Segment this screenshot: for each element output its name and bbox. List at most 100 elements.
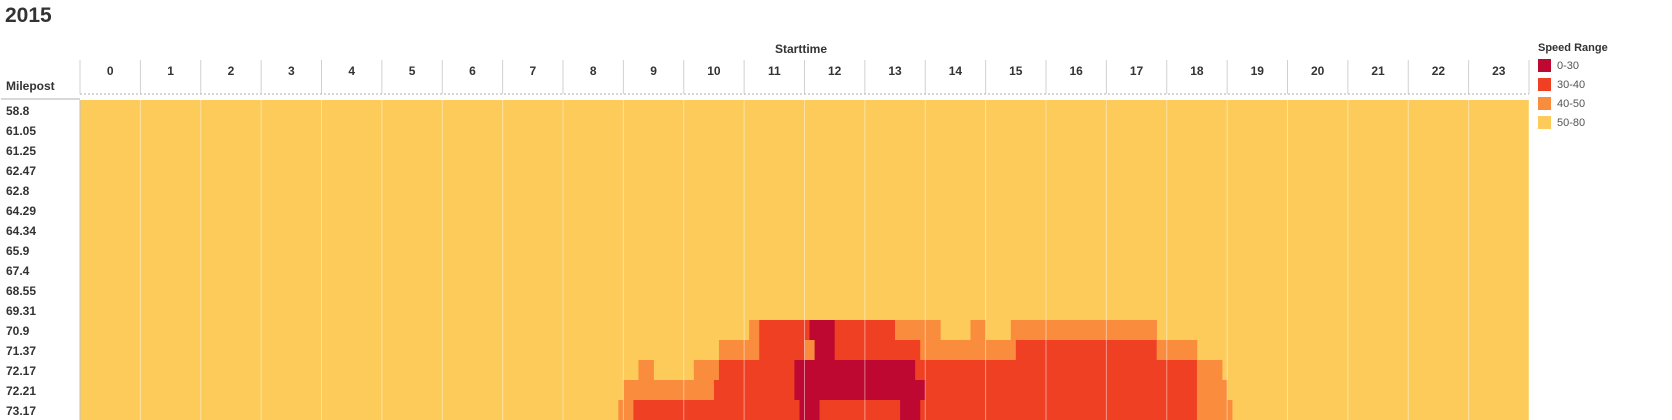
y-tick-label: 64.29 <box>6 204 36 218</box>
heatmap-cell <box>718 360 750 380</box>
legend-title: Speed Range <box>1538 42 1608 54</box>
heatmap-row-58-8 <box>80 100 1529 120</box>
y-tick-label: 72.21 <box>6 384 36 398</box>
y-tick-label: 70.9 <box>6 324 30 338</box>
heatmap-cell <box>749 360 795 380</box>
x-tick-label: 18 <box>1190 64 1204 78</box>
heatmap-row-62-8 <box>80 180 1529 200</box>
heatmap-cell <box>638 380 654 400</box>
heatmap-cell <box>718 340 745 360</box>
legend[interactable]: Speed Range 0-30 30-40 40-50 50-80 <box>1538 42 1608 132</box>
heatmap-cell <box>1196 360 1223 380</box>
heatmap-cell <box>683 380 715 400</box>
heatmap-row-61-25 <box>80 140 1529 160</box>
legend-swatch <box>1538 97 1551 110</box>
heatmap-row-64-34 <box>80 220 1529 240</box>
x-tick-label: 10 <box>707 64 721 78</box>
heatmap-cell <box>1196 400 1233 420</box>
y-tick-label: 61.25 <box>6 144 36 158</box>
legend-label: 30-40 <box>1557 78 1586 91</box>
x-tick-label: 20 <box>1311 64 1325 78</box>
y-axis-title: Milepost <box>6 79 55 93</box>
heatmap-row-67-4 <box>80 260 1529 280</box>
legend-item[interactable]: 30-40 <box>1538 75 1608 94</box>
heatmap-row-62-47 <box>80 160 1529 180</box>
heatmap-row-68-55 <box>80 280 1529 300</box>
heatmap-row-69-31 <box>80 300 1529 320</box>
heatmap-cell <box>1156 340 1198 360</box>
heatmap-row-64-29 <box>80 200 1529 220</box>
heatmap-cell <box>618 400 634 420</box>
x-tick-label: 22 <box>1432 64 1446 78</box>
x-tick-label: 6 <box>469 64 476 78</box>
y-tick-label: 58.8 <box>6 104 30 118</box>
heatmap-cell <box>819 400 901 420</box>
heatmap-row-61-05 <box>80 120 1529 140</box>
x-tick-label: 8 <box>590 64 597 78</box>
legend-label: 0-30 <box>1557 59 1580 72</box>
y-tick-label: 68.55 <box>6 284 36 298</box>
legend-swatch <box>1538 59 1551 72</box>
x-tick-label: 1 <box>167 64 174 78</box>
heatmap-cell <box>633 400 750 420</box>
x-tick-label: 21 <box>1371 64 1385 78</box>
heatmap-cell <box>759 320 810 340</box>
x-tick-label: 3 <box>288 64 295 78</box>
heatmap-cell <box>759 340 805 360</box>
x-tick-label: 7 <box>529 64 536 78</box>
heatmap-cell <box>834 320 896 340</box>
x-tick-label: 19 <box>1251 64 1265 78</box>
x-tick-label: 12 <box>828 64 842 78</box>
heatmap-cell <box>638 360 654 380</box>
heatmap-row-65-9 <box>80 240 1529 260</box>
legend-item[interactable]: 50-80 <box>1538 113 1608 132</box>
heatmap-cell <box>985 340 1017 360</box>
heatmap-cell <box>749 320 760 340</box>
x-tick-label: 23 <box>1492 64 1506 78</box>
heatmap-cell <box>804 340 815 360</box>
heatmap-cell <box>744 340 760 360</box>
y-tick-label: 62.8 <box>6 184 30 198</box>
heatmap-cell <box>814 340 835 360</box>
y-tick-label: 64.34 <box>6 224 36 238</box>
heatmap-cell <box>794 380 926 400</box>
heatmap-cell <box>895 320 941 340</box>
x-tick-label: 11 <box>768 64 781 78</box>
heatmap-cell <box>920 400 1198 420</box>
y-tick-label: 67.4 <box>6 264 30 278</box>
y-tick-label: 71.37 <box>6 344 36 358</box>
legend-label: 50-80 <box>1557 116 1586 129</box>
x-tick-label: 14 <box>949 64 963 78</box>
x-tick-label: 15 <box>1009 64 1023 78</box>
y-tick-label: 65.9 <box>6 244 30 258</box>
x-tick-label: 5 <box>409 64 416 78</box>
heatmap-cell <box>799 400 820 420</box>
legend-swatch <box>1538 116 1551 129</box>
heatmap-cell <box>749 400 800 420</box>
heatmap-cell <box>970 320 986 340</box>
y-tick-label: 61.05 <box>6 124 36 138</box>
heatmap-cell <box>1196 380 1228 400</box>
heatmap-cell <box>809 320 835 340</box>
x-tick-label: 13 <box>888 64 902 78</box>
chart-title: 2015 <box>5 4 52 27</box>
heatmap-cell <box>693 360 720 380</box>
legend-item[interactable]: 0-30 <box>1538 56 1608 75</box>
heatmap-cell <box>623 380 639 400</box>
x-axis-title: Starttime <box>774 42 827 56</box>
heatmap-cell <box>1010 320 1157 340</box>
x-tick-label: 9 <box>650 64 657 78</box>
y-tick-label: 72.17 <box>6 364 36 378</box>
x-tick-label: 16 <box>1070 64 1084 78</box>
legend-swatch <box>1538 78 1551 91</box>
x-tick-label: 17 <box>1130 64 1144 78</box>
heatmap-cell <box>1015 340 1157 360</box>
heatmap-cell <box>834 340 921 360</box>
y-tick-label: 62.47 <box>6 164 36 178</box>
heatmap-cell <box>900 400 921 420</box>
legend-label: 40-50 <box>1557 97 1586 110</box>
y-tick-label: 69.31 <box>6 304 36 318</box>
heatmap-cell <box>713 380 795 400</box>
legend-item[interactable]: 40-50 <box>1538 94 1608 113</box>
